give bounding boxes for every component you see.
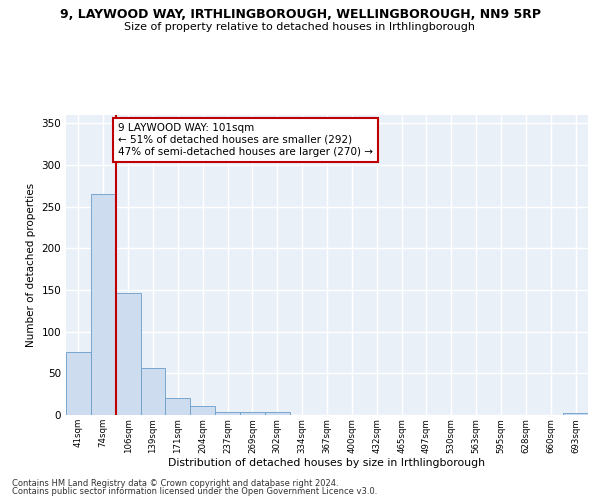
Bar xyxy=(116,294,140,415)
Bar xyxy=(215,412,240,415)
Bar xyxy=(166,398,190,415)
Bar xyxy=(265,412,290,415)
X-axis label: Distribution of detached houses by size in Irthlingborough: Distribution of detached houses by size … xyxy=(169,458,485,468)
Text: 9 LAYWOOD WAY: 101sqm
← 51% of detached houses are smaller (292)
47% of semi-det: 9 LAYWOOD WAY: 101sqm ← 51% of detached … xyxy=(118,124,373,156)
Y-axis label: Number of detached properties: Number of detached properties xyxy=(26,183,36,347)
Text: 9, LAYWOOD WAY, IRTHLINGBOROUGH, WELLINGBOROUGH, NN9 5RP: 9, LAYWOOD WAY, IRTHLINGBOROUGH, WELLING… xyxy=(59,8,541,20)
Bar xyxy=(140,368,166,415)
Bar xyxy=(66,352,91,415)
Bar xyxy=(240,412,265,415)
Text: Contains HM Land Registry data © Crown copyright and database right 2024.: Contains HM Land Registry data © Crown c… xyxy=(12,478,338,488)
Bar xyxy=(563,412,588,415)
Bar xyxy=(190,406,215,415)
Text: Contains public sector information licensed under the Open Government Licence v3: Contains public sector information licen… xyxy=(12,487,377,496)
Text: Size of property relative to detached houses in Irthlingborough: Size of property relative to detached ho… xyxy=(125,22,476,32)
Bar xyxy=(91,194,116,415)
